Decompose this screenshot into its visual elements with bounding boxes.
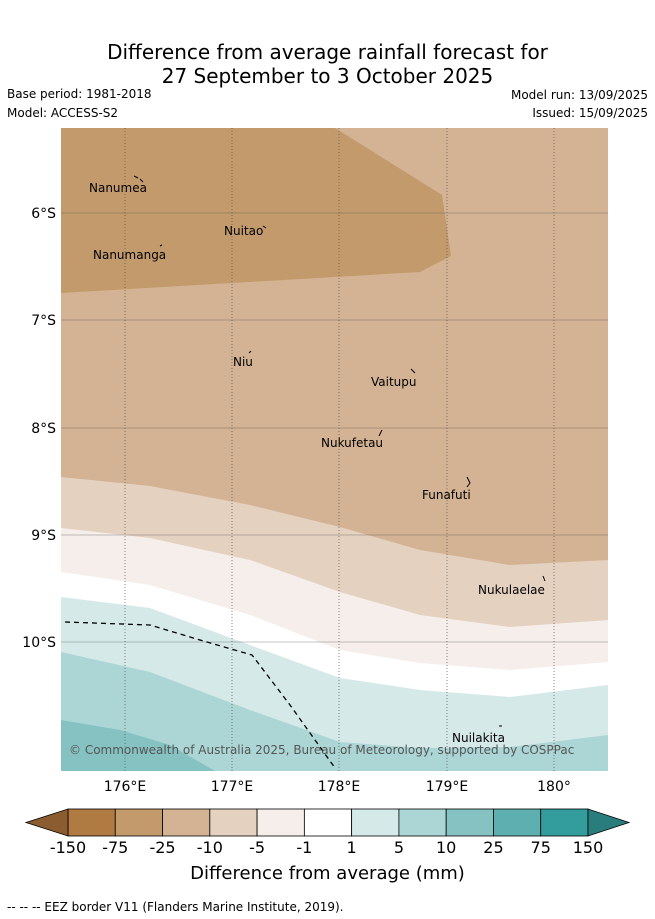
model-run: Model run: 13/09/2025 [510, 88, 648, 102]
place-niu: Niu [233, 355, 253, 369]
colorbar-tick-label: -25 [149, 838, 176, 857]
colorbar-tick-label: 1 [346, 838, 357, 857]
colorbar-swatch [256, 808, 305, 837]
colorbar-tick-label: 75 [530, 838, 551, 857]
colorbar-low-extend [24, 808, 69, 837]
latitude-ticks: 6°S 7°S 8°S 9°S 10°S [22, 206, 56, 651]
band-plus-10 [61, 720, 215, 771]
colorbar-swatch [351, 808, 400, 837]
colorbar-swatch [493, 808, 542, 837]
lat-tick: 9°S [31, 528, 56, 544]
colorbar [24, 808, 631, 837]
colorbar-swatch [398, 808, 447, 837]
issued-date: Issued: 15/09/2025 [532, 106, 648, 120]
forecast-map: Nanumea Nuitao Nanumanga Niu Vaitupu Nuk… [22, 128, 608, 795]
title-line-1: Difference from average rainfall forecas… [107, 40, 548, 64]
place-nanumanga: Nanumanga [93, 248, 166, 262]
island-labels: Nanumea Nuitao Nanumanga Niu Vaitupu Nuk… [89, 181, 545, 745]
colorbar-swatch [67, 808, 116, 837]
longitude-ticks: 176°E 177°E 178°E 179°E 180° [104, 779, 571, 795]
lat-tick: 7°S [31, 313, 56, 329]
colorbar-swatch [162, 808, 211, 837]
place-nukulaelae: Nukulaelae [478, 583, 545, 597]
copyright-notice: © Commonwealth of Australia 2025, Bureau… [69, 743, 574, 757]
colorbar-tick-label: -5 [249, 838, 266, 857]
lat-tick: 6°S [31, 206, 56, 222]
rainfall-fill-layer [61, 128, 608, 771]
chart-title: Difference from average rainfall forecas… [0, 40, 655, 88]
colorbar-swatch [114, 808, 163, 837]
band-plus-5 [61, 652, 608, 771]
lon-tick: 176°E [104, 779, 147, 795]
lon-tick: 178°E [318, 779, 361, 795]
eez-footnote: -- -- -- EEZ border V11 (Flanders Marine… [7, 900, 344, 914]
eez-border [64, 621, 336, 769]
colorbar-swatch [445, 808, 494, 837]
islands [133, 175, 546, 727]
lat-tick: 8°S [31, 421, 56, 437]
colorbar-tick-label: -75 [102, 838, 129, 857]
band-minus-75 [61, 128, 451, 293]
colorbar-tick-label: -10 [196, 838, 223, 857]
colorbar-tick-label: 5 [393, 838, 404, 857]
place-nuilakita: Nuilakita [452, 731, 505, 745]
colorbar-swatches [24, 808, 631, 837]
place-vaitupu: Vaitupu [371, 375, 417, 389]
colorbar-swatch [540, 808, 589, 837]
gridlines [61, 128, 608, 771]
base-period: Base period: 1981-2018 [7, 87, 152, 101]
colorbar-tick-label: -1 [296, 838, 313, 857]
place-nuitao: Nuitao [224, 224, 263, 238]
colorbar-tick-label: 150 [572, 838, 604, 857]
colorbar-high-extend [587, 808, 631, 837]
place-nukufetau: Nukufetau [321, 436, 383, 450]
colorbar-swatch [209, 808, 258, 837]
title-line-2: 27 September to 3 October 2025 [161, 64, 494, 88]
colorbar-swatch [303, 808, 353, 837]
colorbar-label: Difference from average (mm) [190, 863, 465, 884]
place-funafuti: Funafuti [422, 488, 471, 502]
colorbar-tick-label: -150 [49, 838, 87, 857]
place-nanumea: Nanumea [89, 181, 147, 195]
model-name: Model: ACCESS-S2 [7, 106, 119, 120]
lon-tick: 179°E [426, 779, 469, 795]
lon-tick: 180° [537, 779, 571, 795]
colorbar-tick-label: 25 [483, 838, 504, 857]
colorbar-tick-label: 10 [435, 838, 457, 857]
lat-tick: 10°S [22, 635, 56, 651]
lon-tick: 177°E [211, 779, 254, 795]
